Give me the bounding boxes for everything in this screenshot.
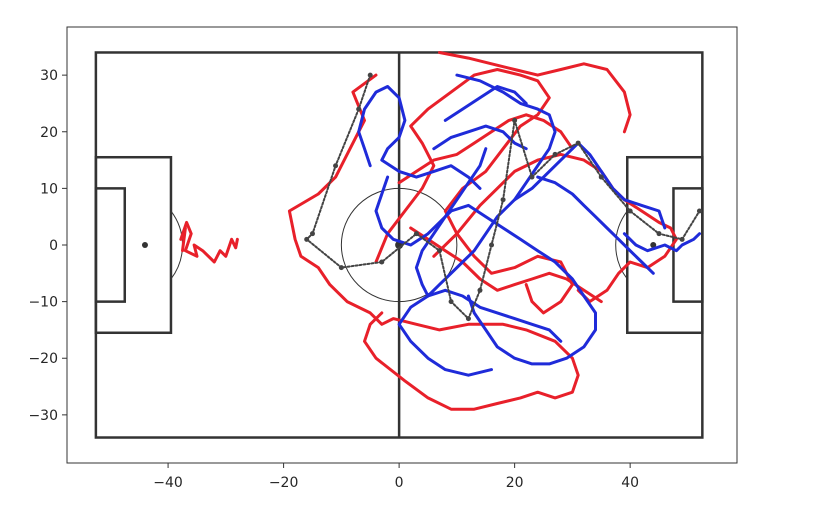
trajectory-line-16 [432,124,528,151]
right-penalty-spot [650,242,657,248]
x-tick-label: 40 [621,475,639,491]
left-penalty-spot [141,242,148,248]
trajectory-line-6 [397,113,574,185]
ball-point-23 [696,208,702,214]
ball-point-8 [413,231,419,237]
ball-point-6 [338,265,344,271]
ball-point-1 [367,72,373,78]
trajectory-line-2 [287,73,580,411]
trajectory-line-13 [622,232,701,253]
trajectory-line-14 [443,85,528,122]
trajectory-line-15 [536,175,655,275]
ball-point-17 [552,151,558,157]
ball-point-10 [448,299,454,305]
trajectory-line-1 [179,220,239,264]
x-tick-label: 0 [395,475,404,491]
y-tick-label: 0 [49,238,58,254]
ball-point-13 [489,242,495,248]
left-goal-area [94,187,127,303]
y-tick-label: 30 [40,68,58,84]
ball-point-21 [656,231,662,237]
ball-point-9 [437,248,443,254]
y-axis-ticks: 30 20 10 0 −10 −20 −30 [28,68,67,424]
y-tick-label: −10 [28,295,58,311]
trajectory-line-4 [438,51,632,134]
pitch-markings [94,51,704,439]
ball-point-3 [333,163,339,169]
ball-point-14 [500,197,506,203]
trajectory-line-3 [374,68,574,315]
y-tick-label: −20 [28,351,58,367]
ball-point-20 [627,208,633,214]
ball-point-19 [598,174,604,180]
y-tick-label: −30 [28,408,58,424]
x-tick-label: 20 [506,475,524,491]
y-tick-label: 10 [40,181,58,197]
x-tick-label: −40 [153,475,183,491]
trajectory-line-12 [513,141,667,230]
trajectory-line-7 [409,226,603,304]
center-circle [340,187,458,303]
trajectory-line-11 [397,288,563,377]
ball-point-5 [304,236,310,242]
ball-point-16 [529,174,535,180]
trajectory-line-9 [357,85,482,190]
x-tick-label: −20 [269,475,299,491]
ball-point-22 [679,236,685,242]
x-axis-ticks: −40 −20 0 20 40 [153,463,639,491]
ball-point-15 [512,117,518,123]
y-tick-label: 20 [40,125,58,141]
trajectory-series [179,51,702,411]
ball-point-11 [465,316,471,322]
ball-point-2 [356,106,362,112]
ball-point-7 [379,259,385,265]
right-penalty-arc [615,210,628,280]
ball-point-4 [309,231,315,237]
ball-point-12 [477,287,483,293]
ball-point-18 [575,140,581,146]
trajectory-line-10 [374,175,597,366]
